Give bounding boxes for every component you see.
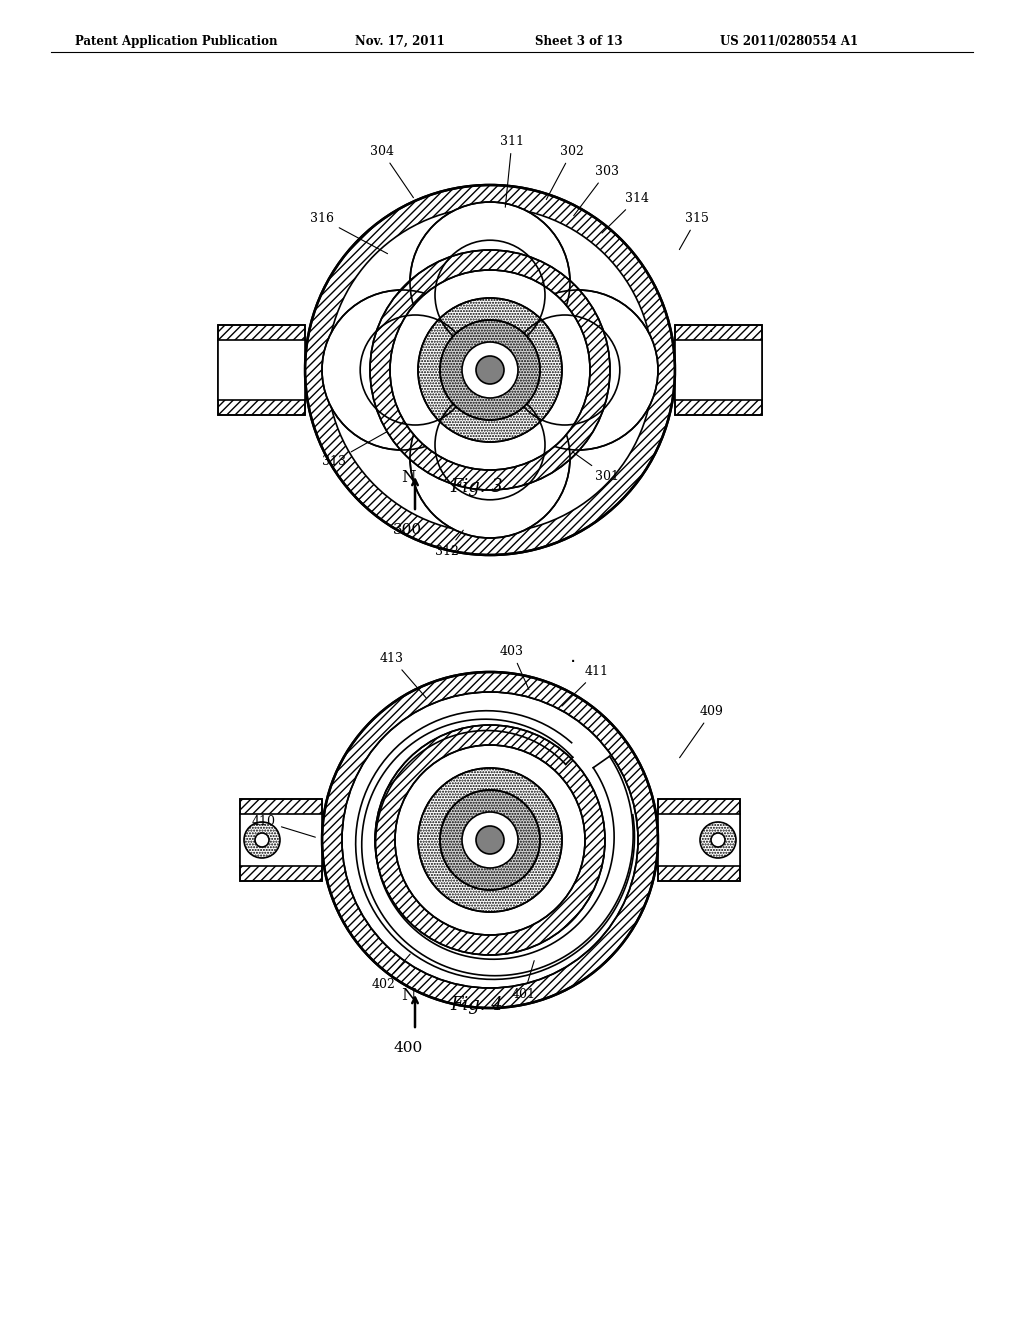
Circle shape (462, 342, 518, 399)
Circle shape (342, 692, 638, 987)
Text: 316: 316 (310, 213, 387, 253)
Circle shape (305, 185, 675, 554)
Text: 300: 300 (393, 523, 422, 537)
Bar (675, 341, 762, 400)
Bar (218, 325, 305, 414)
Text: 409: 409 (680, 705, 724, 758)
Circle shape (410, 202, 570, 362)
Text: 400: 400 (393, 1041, 422, 1055)
Circle shape (244, 822, 280, 858)
Circle shape (327, 207, 653, 533)
Text: 302: 302 (547, 145, 584, 199)
Text: N: N (401, 987, 416, 1005)
Circle shape (410, 378, 570, 539)
Bar (218, 325, 305, 414)
Text: 410: 410 (252, 814, 315, 837)
Text: 301: 301 (572, 451, 618, 483)
Circle shape (462, 812, 518, 869)
Text: Patent Application Publication: Patent Application Publication (75, 36, 278, 48)
Text: 315: 315 (679, 213, 709, 249)
Text: .: . (708, 317, 715, 337)
Text: 411: 411 (562, 665, 609, 706)
Bar (240, 814, 322, 866)
Bar (658, 799, 740, 880)
Bar (240, 799, 322, 880)
Circle shape (395, 744, 585, 935)
Bar (218, 341, 305, 400)
Circle shape (476, 826, 504, 854)
Circle shape (418, 768, 562, 912)
Text: Fig. 3: Fig. 3 (450, 478, 503, 496)
Text: 314: 314 (602, 191, 649, 234)
Text: 403: 403 (500, 645, 528, 689)
Text: 303: 303 (573, 165, 618, 215)
Text: 312: 312 (435, 531, 463, 558)
Text: US 2011/0280554 A1: US 2011/0280554 A1 (720, 36, 858, 48)
Bar (675, 325, 762, 414)
Circle shape (418, 298, 562, 442)
Circle shape (476, 356, 504, 384)
Circle shape (322, 290, 482, 450)
Bar (658, 799, 740, 880)
Text: .: . (570, 647, 577, 667)
Bar (240, 799, 322, 880)
Circle shape (700, 822, 736, 858)
Circle shape (390, 271, 590, 470)
Text: Nov. 17, 2011: Nov. 17, 2011 (355, 36, 444, 48)
Circle shape (370, 249, 610, 490)
Text: Fig. 4: Fig. 4 (450, 997, 503, 1014)
Circle shape (498, 290, 658, 450)
Circle shape (375, 725, 605, 954)
Bar (675, 325, 762, 414)
Text: 413: 413 (380, 652, 426, 698)
Text: 304: 304 (370, 145, 414, 198)
Bar (658, 814, 740, 866)
Text: 313: 313 (322, 432, 387, 469)
Circle shape (711, 833, 725, 847)
Text: Sheet 3 of 13: Sheet 3 of 13 (535, 36, 623, 48)
Circle shape (440, 319, 540, 420)
Circle shape (255, 833, 269, 847)
Text: 402: 402 (372, 954, 411, 991)
Circle shape (440, 789, 540, 890)
Circle shape (322, 672, 658, 1008)
Text: 401: 401 (512, 961, 536, 1001)
Text: 311: 311 (500, 135, 524, 207)
Text: N: N (401, 469, 416, 486)
